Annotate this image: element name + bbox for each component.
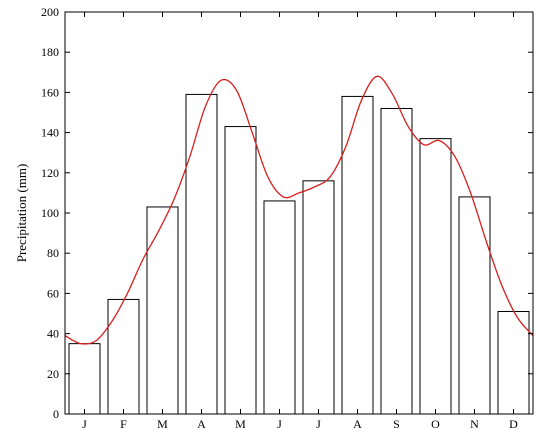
x-tick-label-6: J <box>277 417 282 430</box>
y-axis-label: Precipitation (mm) <box>14 164 29 263</box>
y-tick-label-120: 120 <box>41 166 59 180</box>
bar-3 <box>146 206 179 415</box>
bar-8 <box>341 95 374 415</box>
x-tick-label-9: S <box>393 417 400 430</box>
bar-12 <box>497 310 530 415</box>
y-tick-label-200: 200 <box>41 5 59 19</box>
bar-4 <box>185 93 218 415</box>
y-tick-label-140: 140 <box>41 126 59 140</box>
smoothed-curve <box>64 75 534 345</box>
bar-2 <box>107 298 140 415</box>
y-tick-label-60: 60 <box>47 286 59 300</box>
bars <box>68 93 530 415</box>
bar-5 <box>224 126 257 415</box>
x-tick-label-11: N <box>470 417 479 430</box>
x-tick-label-12: D <box>509 417 518 430</box>
bar-10 <box>419 138 452 415</box>
y-tick-label-0: 0 <box>53 407 59 421</box>
x-tick-label-3: M <box>157 417 168 430</box>
x-tick-label-2: F <box>120 417 127 430</box>
y-tick-label-100: 100 <box>41 206 59 220</box>
y-tick-label-180: 180 <box>41 45 59 59</box>
x-tick-label-8: A <box>353 417 362 430</box>
bar-6 <box>263 200 296 415</box>
bar-11 <box>458 196 491 415</box>
y-tick-label-20: 20 <box>47 367 59 381</box>
bar-1 <box>68 343 101 415</box>
curve-line <box>64 75 534 345</box>
x-tick-label-1: J <box>82 417 87 430</box>
tick-labels: 0 20 40 60 80 100 120 140 160 180 200 J F M A M J J A S O N D <box>41 5 518 430</box>
y-tick-label-160: 160 <box>41 85 59 99</box>
x-tick-label-7: J <box>316 417 321 430</box>
y-tick-label-40: 40 <box>47 327 59 341</box>
axes <box>64 11 534 415</box>
x-tick-label-5: M <box>235 417 246 430</box>
bar-7 <box>302 180 335 415</box>
x-tick-label-4: A <box>197 417 206 430</box>
x-tick-label-10: O <box>431 417 440 430</box>
bar-9 <box>380 107 413 415</box>
y-tick-label-80: 80 <box>47 246 59 260</box>
